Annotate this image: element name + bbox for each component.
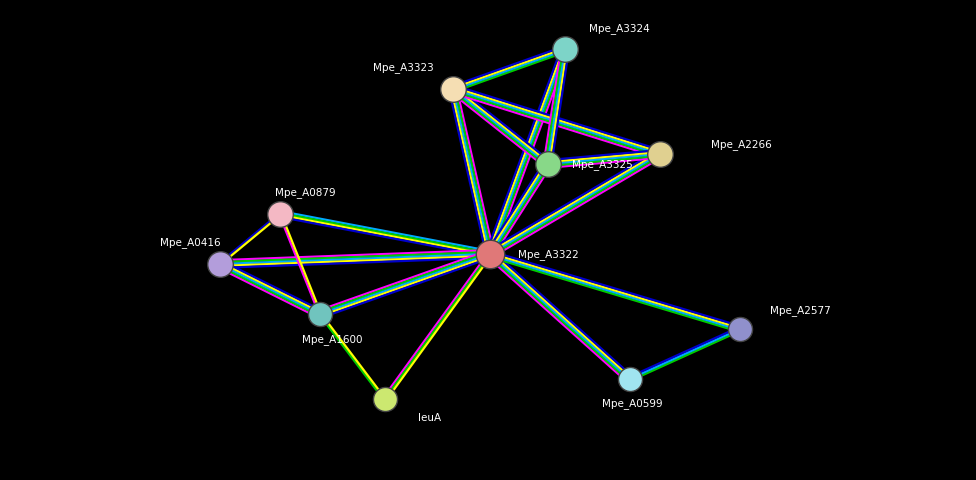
Text: Mpe_A0599: Mpe_A0599 [602, 398, 663, 408]
Point [732, 325, 748, 333]
Point [312, 311, 328, 318]
Point [272, 211, 288, 218]
Text: Mpe_A3322: Mpe_A3322 [518, 249, 579, 260]
Point [482, 251, 498, 258]
Point [557, 46, 573, 54]
Text: Mpe_A3323: Mpe_A3323 [373, 62, 433, 72]
Text: Mpe_A1600: Mpe_A1600 [302, 333, 362, 344]
Text: Mpe_A3324: Mpe_A3324 [590, 24, 650, 34]
Text: Mpe_A3325: Mpe_A3325 [572, 159, 632, 170]
Text: Mpe_A2577: Mpe_A2577 [770, 304, 831, 315]
Text: leuA: leuA [418, 413, 441, 422]
Text: Mpe_A2266: Mpe_A2266 [712, 139, 772, 149]
Text: Mpe_A0879: Mpe_A0879 [275, 187, 336, 197]
Point [652, 151, 668, 158]
Point [540, 161, 555, 168]
Point [212, 261, 227, 268]
Point [377, 396, 392, 403]
Point [622, 375, 637, 383]
Point [445, 86, 461, 94]
Text: Mpe_A0416: Mpe_A0416 [160, 237, 221, 248]
